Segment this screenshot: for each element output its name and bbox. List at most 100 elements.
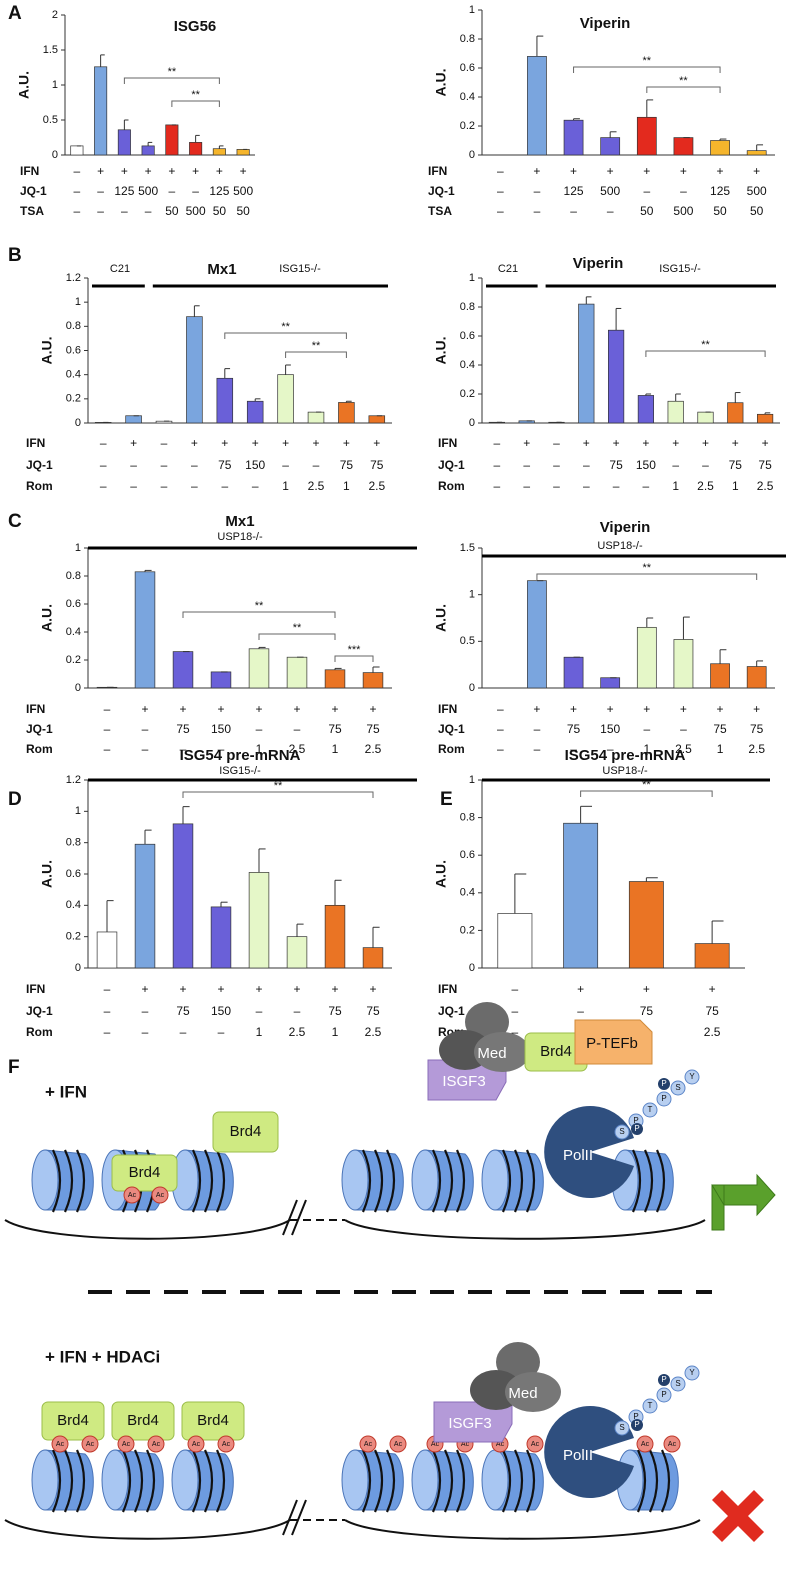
treatment-cell: – — [294, 1004, 301, 1018]
error-bar — [220, 901, 228, 907]
dna-wrap — [51, 1449, 62, 1513]
acetyl-mark — [117, 1435, 135, 1453]
treatment-cell: 50 — [236, 204, 250, 218]
treatment-cell: + — [282, 436, 289, 450]
acetyl-label: Ac — [461, 1441, 470, 1448]
ctd-label: P — [661, 1390, 666, 1399]
bar — [210, 906, 232, 969]
protein-box — [41, 1401, 105, 1441]
treatment-cell: 1 — [343, 479, 350, 493]
treatment-label: Rom — [26, 479, 53, 493]
ctd-label: T — [648, 1105, 653, 1114]
phospho-mark — [631, 1123, 643, 1135]
y-axis-label: A.U. — [433, 860, 449, 888]
treatment-label: JQ-1 — [26, 1004, 53, 1018]
treatment-cell: – — [282, 458, 289, 472]
treatment-cell: 75 — [705, 1004, 719, 1018]
dna-wrap — [636, 1449, 647, 1513]
treatment-cell: + — [293, 982, 300, 996]
treatment-cell: 75 — [370, 458, 384, 472]
y-tick-label: 0.2 — [66, 654, 81, 666]
error-bar — [296, 923, 304, 937]
phospho-mark — [658, 1374, 670, 1386]
y-tick-label: 0.4 — [460, 887, 475, 899]
bar — [307, 411, 325, 424]
dna-wrap — [203, 1149, 214, 1213]
bar — [324, 904, 346, 969]
treatment-cell: – — [100, 458, 107, 472]
treatment-cell: + — [523, 436, 530, 450]
treatment-label: IFN — [26, 702, 45, 716]
treatment-cell: 2.5 — [368, 479, 385, 493]
ctd-label: T — [648, 1401, 653, 1410]
acetyl-label: Ac — [531, 1441, 540, 1448]
nucleosome-face — [31, 1149, 59, 1211]
y-tick-label: 1.5 — [460, 542, 475, 554]
dna-wrap — [431, 1449, 442, 1513]
bar — [172, 823, 194, 969]
bar — [210, 671, 232, 689]
ctd-label: S — [675, 1083, 680, 1092]
protein-label: Med — [508, 1385, 537, 1402]
chart-title: ISG54 pre-mRNA — [180, 747, 301, 764]
protein-box — [212, 1111, 279, 1153]
treatment-cell: – — [583, 458, 590, 472]
treatment-cell: 2.5 — [748, 742, 765, 756]
ctd-residue — [656, 1387, 672, 1403]
treatment-cell: – — [570, 742, 577, 756]
condition-label: + IFN + HDACi — [45, 1347, 160, 1366]
bar — [694, 943, 730, 969]
nucleosome — [616, 1449, 679, 1513]
significance-bracket — [182, 611, 336, 618]
treatment-cell: 75 — [176, 722, 190, 736]
treatment-cell: – — [121, 204, 128, 218]
treatment-cell: + — [373, 436, 380, 450]
y-tick-label: 1.2 — [66, 272, 81, 284]
treatment-cell: – — [145, 204, 152, 218]
significance-label: ** — [274, 780, 283, 792]
protein-label: Brd4 — [197, 1412, 229, 1429]
ctd-residue — [670, 1376, 686, 1392]
treatment-cell: + — [179, 982, 186, 996]
bar — [277, 374, 294, 424]
treatment-cell: – — [497, 702, 504, 716]
y-axis-label: A.U. — [433, 337, 449, 365]
error-bar — [345, 400, 352, 403]
error-bar — [258, 848, 266, 873]
repression-x — [712, 1490, 764, 1542]
error-bar — [258, 646, 266, 649]
nucleosome-face — [481, 1149, 509, 1211]
treatment-cell: + — [141, 702, 148, 716]
dna-wrap — [191, 1449, 202, 1513]
y-tick-label: 0 — [469, 962, 475, 974]
treatment-cell: 75 — [328, 722, 342, 736]
treatment-cell: + — [255, 702, 262, 716]
bar — [189, 142, 203, 156]
group-label: USP18-/- — [217, 531, 263, 543]
treatment-cell: – — [104, 1025, 111, 1039]
dna-wrap — [373, 1149, 384, 1213]
protein-label: Brd4 — [540, 1043, 572, 1060]
treatment-label: TSA — [20, 204, 44, 218]
treatment-cell: – — [74, 204, 81, 218]
chart-title: Viperin — [580, 15, 631, 32]
treatment-cell: – — [104, 982, 111, 996]
treatment-cell: 75 — [713, 722, 727, 736]
group-label: ISG15-/- — [659, 263, 701, 275]
y-tick-label: 0.5 — [43, 114, 58, 126]
bar — [527, 580, 547, 689]
treatment-cell: + — [762, 436, 769, 450]
treatment-cell: 150 — [245, 458, 265, 472]
protein-label: P-TEFb — [586, 1035, 638, 1052]
condition-label: + IFN — [45, 1082, 87, 1101]
treatment-cell: – — [607, 742, 614, 756]
acetyl-mark — [147, 1435, 165, 1453]
phospho-mark — [658, 1078, 670, 1090]
treatment-label: IFN — [438, 982, 457, 996]
y-tick-label: 1.2 — [66, 774, 81, 786]
treatment-cell: 50 — [750, 204, 764, 218]
acetyl-mark — [636, 1435, 654, 1453]
break-mark — [282, 1199, 307, 1236]
treatment-label: Rom — [438, 742, 465, 756]
protein-label: ISGF3 — [442, 1073, 485, 1090]
